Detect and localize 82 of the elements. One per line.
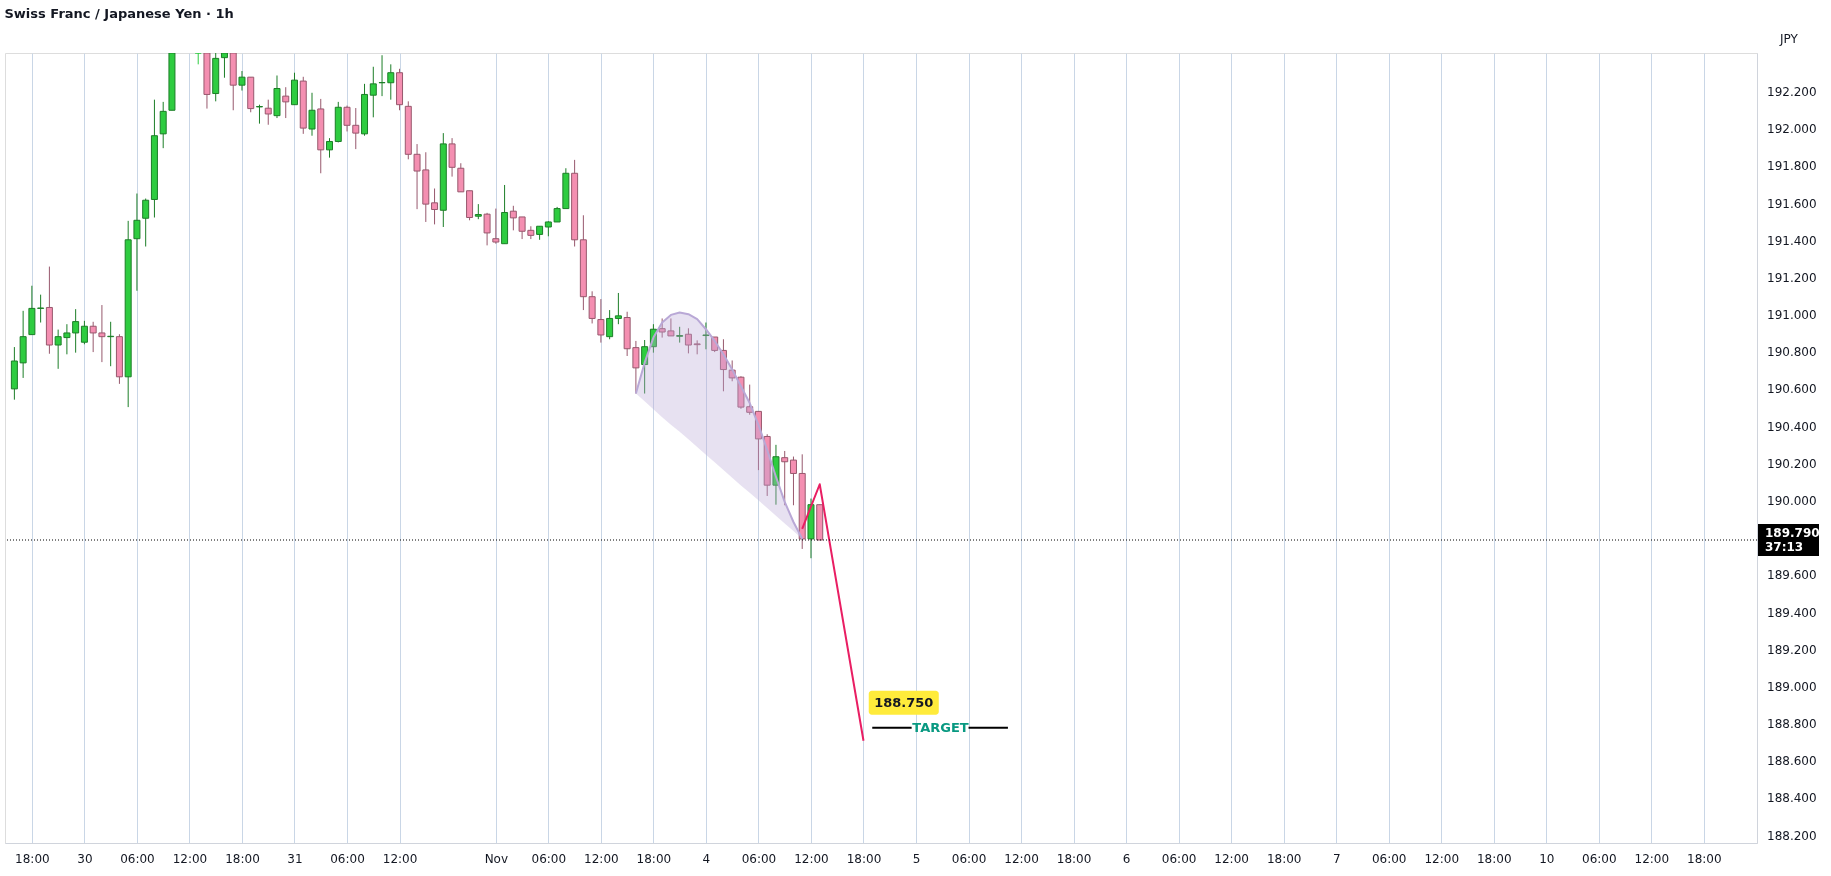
x-tick-label: 06:00: [1582, 851, 1617, 866]
x-tick-label: 18:00: [1476, 851, 1512, 866]
x-tick-label: 6: [1122, 851, 1131, 866]
candlestick: [597, 298, 605, 344]
x-tick-label: 18:00: [636, 851, 672, 866]
x-tick-label: 06:00: [1371, 851, 1407, 866]
x-tick-label: 4: [702, 851, 711, 866]
y-tick-label: 188.200: [1767, 828, 1817, 843]
candlestick: [142, 198, 150, 247]
y-tick-label: 188.600: [1767, 754, 1817, 769]
x-tick-label: 5: [912, 851, 921, 866]
candlestick: [431, 188, 439, 225]
y-tick-label: 190.400: [1767, 419, 1817, 434]
x-tick-label: Nov: [484, 851, 509, 866]
x-tick-label: 12:00: [382, 851, 418, 866]
y-tick-label: 190.200: [1767, 456, 1817, 471]
y-tick-label: 188.400: [1767, 791, 1817, 806]
x-tick-label: 06:00: [330, 851, 365, 866]
x-tick-label: 12:00: [794, 851, 829, 866]
candlestick: [308, 92, 316, 137]
y-tick-label: 192.000: [1767, 122, 1817, 137]
y-tick-label: 190.000: [1767, 493, 1817, 508]
y-tick-label: 188.800: [1767, 717, 1817, 732]
x-tick-label: 18:00: [846, 851, 882, 866]
y-tick-label: 191.400: [1767, 233, 1817, 248]
candlestick: [159, 101, 167, 149]
x-tick-label: 18:00: [1687, 851, 1722, 866]
x-tick-label: 18:00: [1056, 851, 1092, 866]
candlestick: [369, 66, 377, 118]
text: JPY: [1779, 32, 1799, 46]
x-tick-label: 06:00: [1161, 851, 1197, 866]
candlestick: [606, 309, 614, 340]
x-tick-label: 18:00: [1266, 851, 1302, 866]
y-tick-label: 192.200: [1767, 85, 1817, 100]
x-tick-label: 06:00: [951, 851, 987, 866]
x-tick-label: 7: [1332, 851, 1341, 866]
candlestick: [789, 456, 797, 506]
x-tick-label: 06:00: [120, 851, 155, 866]
candlestick: [492, 208, 500, 245]
candlestick: [457, 162, 465, 193]
y-tick-label: 189.200: [1767, 642, 1817, 657]
candlestick: [282, 86, 290, 119]
candlestick: [238, 70, 246, 92]
x-tick-label: 12:00: [1634, 851, 1670, 866]
candlestick: [326, 137, 334, 159]
candlestick: [781, 450, 789, 506]
annotation: 188.750: [874, 694, 934, 710]
x-tick-label: 12:00: [1424, 851, 1460, 866]
candlestick: [264, 99, 272, 126]
candlestick: [194, 53, 202, 65]
candlestick: [702, 322, 710, 350]
ref-line-label: 189.790 37:13: [1765, 526, 1820, 555]
y-tick-label: 190.800: [1767, 345, 1817, 360]
y-tick-label: 189.600: [1767, 568, 1817, 583]
x-tick-label: 12:00: [1214, 851, 1249, 866]
x-tick-label: 18:00: [225, 851, 260, 866]
y-tick-label: 191.200: [1767, 270, 1817, 285]
x-tick-label: 06:00: [741, 851, 777, 866]
y-tick-label: 191.000: [1767, 308, 1817, 323]
chart-title: Swiss Franc / Japanese Yen · 1h: [4, 6, 234, 21]
x-tick-label: 31: [287, 851, 303, 866]
candlestick: [133, 193, 141, 292]
x-tick-label: 10: [1539, 851, 1555, 866]
y-tick-label: 191.800: [1767, 159, 1817, 174]
x-tick-label: 12:00: [172, 851, 208, 866]
x-tick-label: 12:00: [584, 851, 619, 866]
candlestick: [614, 292, 622, 325]
candlestick: [448, 137, 456, 178]
candlestick: [483, 212, 491, 246]
x-tick-label: 18:00: [15, 851, 50, 866]
x-tick-label: 30: [77, 851, 93, 866]
candlestick: [255, 104, 263, 125]
candlestick: [684, 327, 692, 354]
y-tick-label: 190.600: [1767, 382, 1817, 397]
x-tick-label: 06:00: [531, 851, 567, 866]
candlestick: [220, 53, 228, 79]
annotation: TARGET: [912, 719, 969, 735]
y-tick-label: 189.000: [1767, 679, 1817, 694]
y-tick-label: 191.600: [1767, 196, 1817, 211]
x-tick-label: 12:00: [1004, 851, 1039, 866]
candlestick: [80, 320, 88, 345]
y-tick-label: 189.400: [1767, 605, 1817, 620]
